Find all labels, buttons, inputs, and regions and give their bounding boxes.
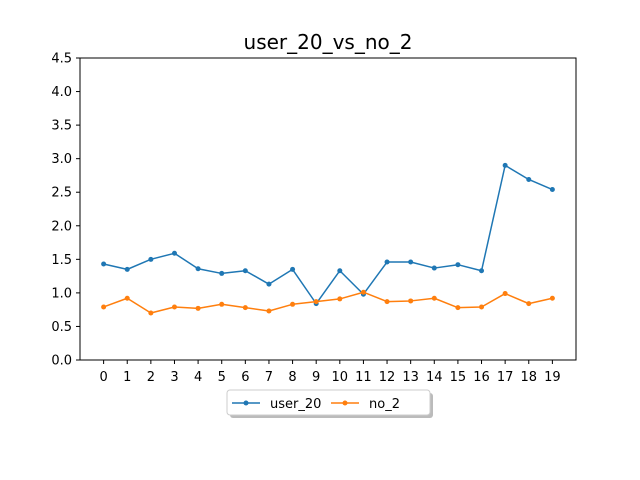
point-no-2-17	[502, 291, 508, 297]
point-user-20-2	[148, 256, 154, 262]
x-tick-label-10: 10	[332, 370, 349, 385]
y-tick-label-2: 1.0	[51, 286, 72, 301]
point-no-2-11	[360, 289, 366, 295]
plot-area	[79, 57, 577, 361]
point-user-20-14	[431, 265, 437, 271]
point-no-2-9	[313, 299, 319, 305]
legend-marker-no-2	[342, 400, 348, 406]
point-user-20-7	[266, 281, 272, 287]
legend-box	[226, 389, 431, 416]
x-tick-label-9: 9	[312, 370, 320, 385]
point-user-20-15	[455, 262, 461, 268]
point-no-2-4	[195, 305, 201, 311]
x-tick-label-3: 3	[170, 370, 178, 385]
point-user-20-10	[337, 268, 343, 274]
x-tick-label-1: 1	[123, 370, 131, 385]
point-no-2-6	[242, 305, 248, 311]
x-tick-label-2: 2	[147, 370, 155, 385]
point-user-20-17	[502, 162, 508, 168]
series-layer	[101, 162, 555, 316]
point-no-2-8	[290, 301, 296, 307]
point-user-20-6	[242, 268, 248, 274]
y-tick-label-5: 2.5	[51, 186, 72, 201]
point-user-20-16	[479, 268, 485, 274]
point-no-2-3	[171, 304, 177, 310]
y-tick-label-1: 0.5	[51, 320, 72, 335]
x-tick-label-15: 15	[450, 370, 467, 385]
x-tick-label-6: 6	[241, 370, 249, 385]
x-tick-label-16: 16	[473, 370, 490, 385]
x-tick-label-7: 7	[265, 370, 273, 385]
point-no-2-5	[219, 301, 225, 307]
point-no-2-1	[124, 295, 130, 301]
point-no-2-15	[455, 305, 461, 311]
x-tick-label-13: 13	[402, 370, 419, 385]
point-no-2-14	[431, 295, 437, 301]
series-line-no-2	[103, 291, 553, 314]
y-tick-label-0: 0.0	[51, 354, 72, 369]
legend-label-no-2: no_2	[369, 397, 400, 412]
x-tick-label-4: 4	[194, 370, 202, 385]
point-no-2-7	[266, 308, 272, 314]
point-no-2-10	[337, 296, 343, 302]
legend: user_20 no_2	[226, 389, 433, 418]
x-tick-label-17: 17	[497, 370, 514, 385]
point-user-20-12	[384, 259, 390, 265]
y-axis: 0.0 0.5 1.0 1.5 2.0 2.5 3.0 3.5 4.0 4.5	[51, 52, 80, 369]
point-no-2-0	[101, 304, 107, 310]
series-line-user-20	[103, 164, 553, 305]
point-user-20-4	[195, 266, 201, 272]
point-no-2-2	[148, 310, 154, 316]
x-tick-label-14: 14	[426, 370, 443, 385]
x-tick-label-11: 11	[355, 370, 372, 385]
legend-label-user-20: user_20	[270, 397, 321, 412]
point-user-20-19	[549, 187, 555, 193]
y-tick-label-7: 3.5	[51, 119, 72, 134]
legend-marker-user-20	[243, 400, 249, 406]
point-no-2-13	[408, 298, 414, 304]
x-axis: 0 1 2 3 4 5 6 7 8 9 10 11 12 13 14 15 16 17 18 19	[99, 360, 561, 385]
y-tick-label-6: 3.0	[51, 152, 72, 167]
x-tick-label-19: 19	[544, 370, 561, 385]
x-tick-label-5: 5	[218, 370, 226, 385]
point-user-20-3	[171, 250, 177, 256]
point-user-20-0	[101, 261, 107, 267]
y-tick-label-8: 4.0	[51, 85, 72, 100]
y-tick-label-9: 4.5	[51, 52, 72, 67]
point-no-2-18	[526, 301, 532, 307]
point-user-20-8	[290, 266, 296, 272]
x-tick-label-12: 12	[379, 370, 396, 385]
x-tick-label-8: 8	[288, 370, 296, 385]
x-tick-label-18: 18	[520, 370, 537, 385]
point-no-2-16	[479, 304, 485, 310]
point-user-20-18	[526, 176, 532, 182]
point-user-20-5	[219, 270, 225, 276]
x-tick-label-0: 0	[99, 370, 107, 385]
point-user-20-13	[408, 259, 414, 265]
chart-title: user_20_vs_no_2	[244, 30, 413, 54]
point-no-2-19	[549, 295, 555, 301]
point-no-2-12	[384, 299, 390, 305]
point-user-20-1	[124, 266, 130, 272]
y-tick-label-3: 1.5	[51, 253, 72, 268]
y-tick-label-4: 2.0	[51, 219, 72, 234]
